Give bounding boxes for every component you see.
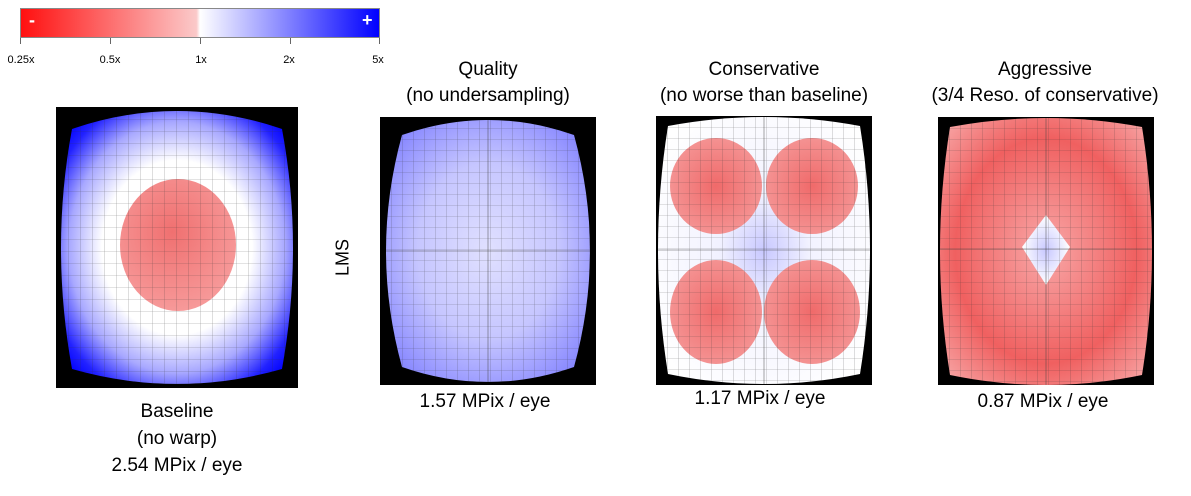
quality-image xyxy=(386,120,590,382)
caption-quality: 1.57 MPix / eye xyxy=(420,388,551,415)
panel-title-line: Conservative xyxy=(708,59,820,80)
colorbar-tick xyxy=(379,38,380,44)
aggressive-panel xyxy=(938,117,1154,385)
panel-title-conservative: Conservative (no worse than baseline) xyxy=(660,57,868,109)
colorbar-tick-label: 5x xyxy=(372,54,384,66)
panel-title-line: (no worse than baseline) xyxy=(659,85,869,106)
colorbar-tick xyxy=(290,38,291,44)
caption-line: 1.17 MPix / eye xyxy=(694,388,826,409)
panel-title-quality: Quality (no undersampling) xyxy=(406,57,570,109)
panel-title-aggressive: Aggressive (3/4 Reso. of conservative) xyxy=(931,57,1158,109)
panel-title-line: Aggressive xyxy=(997,59,1092,80)
caption-baseline: Baseline (no warp) 2.54 MPix / eye xyxy=(112,398,243,479)
caption-line: Baseline xyxy=(140,401,214,422)
aggressive-image xyxy=(940,118,1152,385)
colorbar-tick xyxy=(110,38,111,44)
colorbar-tick xyxy=(200,38,201,44)
caption-line: 0.87 MPix / eye xyxy=(977,391,1109,412)
row-label-lms: LMS xyxy=(332,239,353,277)
panel-title-line: (no undersampling) xyxy=(406,85,570,106)
colorbar-tick xyxy=(20,38,21,44)
caption-conservative: 1.17 MPix / eye xyxy=(695,385,826,412)
caption-aggressive: 0.87 MPix / eye xyxy=(978,388,1109,415)
colorbar-tick-label: 0.25x xyxy=(7,54,35,66)
baseline-image xyxy=(61,111,293,384)
colorbar xyxy=(20,8,380,38)
colorbar-gradient xyxy=(21,9,379,37)
colorbar-minus-sign: - xyxy=(29,10,35,30)
colorbar-tick-label: 1x xyxy=(195,54,207,66)
quality-panel xyxy=(380,117,596,385)
panel-title-line: (3/4 Reso. of conservative) xyxy=(931,85,1159,106)
panel-title-line: Quality xyxy=(458,59,518,80)
caption-line: 1.57 MPix / eye xyxy=(419,391,551,412)
baseline-panel xyxy=(56,107,298,388)
conservative-image xyxy=(658,117,870,384)
caption-line: (no warp) xyxy=(136,428,218,449)
colorbar-tick-label: 0.5x xyxy=(99,54,121,66)
colorbar-tick-label: 2x xyxy=(283,54,295,66)
caption-line: 2.54 MPix / eye xyxy=(111,455,243,476)
conservative-panel xyxy=(656,116,872,385)
colorbar-plus-sign: + xyxy=(362,10,373,30)
